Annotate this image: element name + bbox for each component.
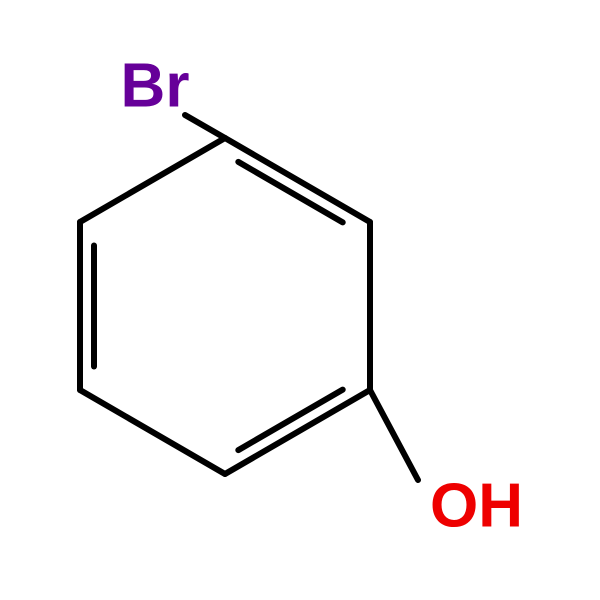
atom-label-oh: OH (430, 471, 523, 540)
bond (225, 138, 370, 222)
bond-group (80, 115, 418, 480)
bond (80, 390, 225, 474)
label-group: Br OH (121, 51, 523, 540)
bond (225, 390, 370, 474)
molecule-canvas: Br OH (0, 0, 600, 600)
bond (370, 390, 418, 480)
bond (80, 138, 225, 222)
bond (238, 390, 342, 450)
bond (185, 115, 225, 138)
atom-label-br: Br (121, 51, 190, 120)
bond (238, 162, 342, 222)
